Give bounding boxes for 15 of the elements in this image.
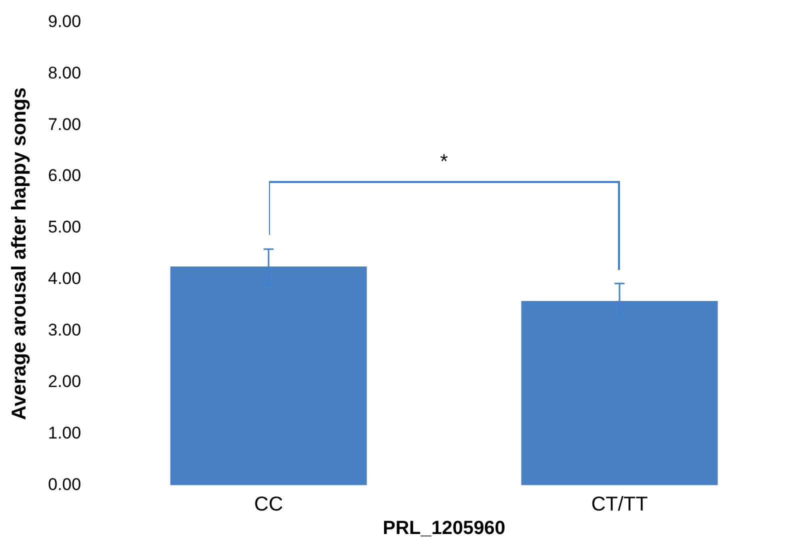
y-tick-label: 7.00 bbox=[48, 114, 82, 134]
y-tick-label: 8.00 bbox=[48, 63, 82, 82]
y-tick-label: 2.00 bbox=[48, 372, 82, 391]
y-tick-label: 0.00 bbox=[48, 474, 82, 494]
y-tick-label: 5.00 bbox=[48, 218, 82, 237]
y-tick-label: 6.00 bbox=[48, 166, 82, 186]
annotation: * bbox=[440, 151, 448, 174]
x-tick-label: CC bbox=[254, 494, 284, 516]
x-axis-title: PRL_1205960 bbox=[382, 518, 506, 539]
y-axis-title: Average arousal after happy songs bbox=[8, 87, 31, 420]
y-tick-label: 9.00 bbox=[48, 12, 82, 31]
y-tick-label: 3.00 bbox=[48, 320, 82, 340]
y-tick-label: 4.00 bbox=[48, 269, 82, 288]
x-tick-label: CT/TT bbox=[591, 494, 648, 516]
y-tick-label: 1.00 bbox=[48, 423, 82, 442]
